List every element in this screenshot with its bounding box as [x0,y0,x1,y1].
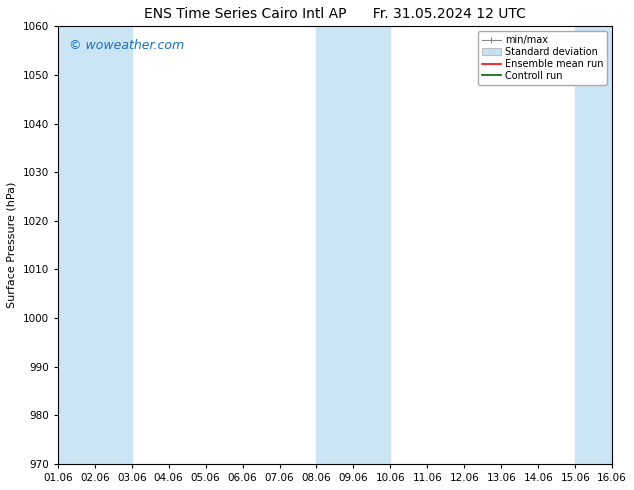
Y-axis label: Surface Pressure (hPa): Surface Pressure (hPa) [7,182,17,308]
Bar [58,26,132,464]
Bar [575,26,634,464]
Bar [316,26,391,464]
Text: © woweather.com: © woweather.com [69,39,184,52]
Legend: min/max, Standard deviation, Ensemble mean run, Controll run: min/max, Standard deviation, Ensemble me… [477,31,607,85]
Title: ENS Time Series Cairo Intl AP      Fr. 31.05.2024 12 UTC: ENS Time Series Cairo Intl AP Fr. 31.05.… [144,7,526,21]
